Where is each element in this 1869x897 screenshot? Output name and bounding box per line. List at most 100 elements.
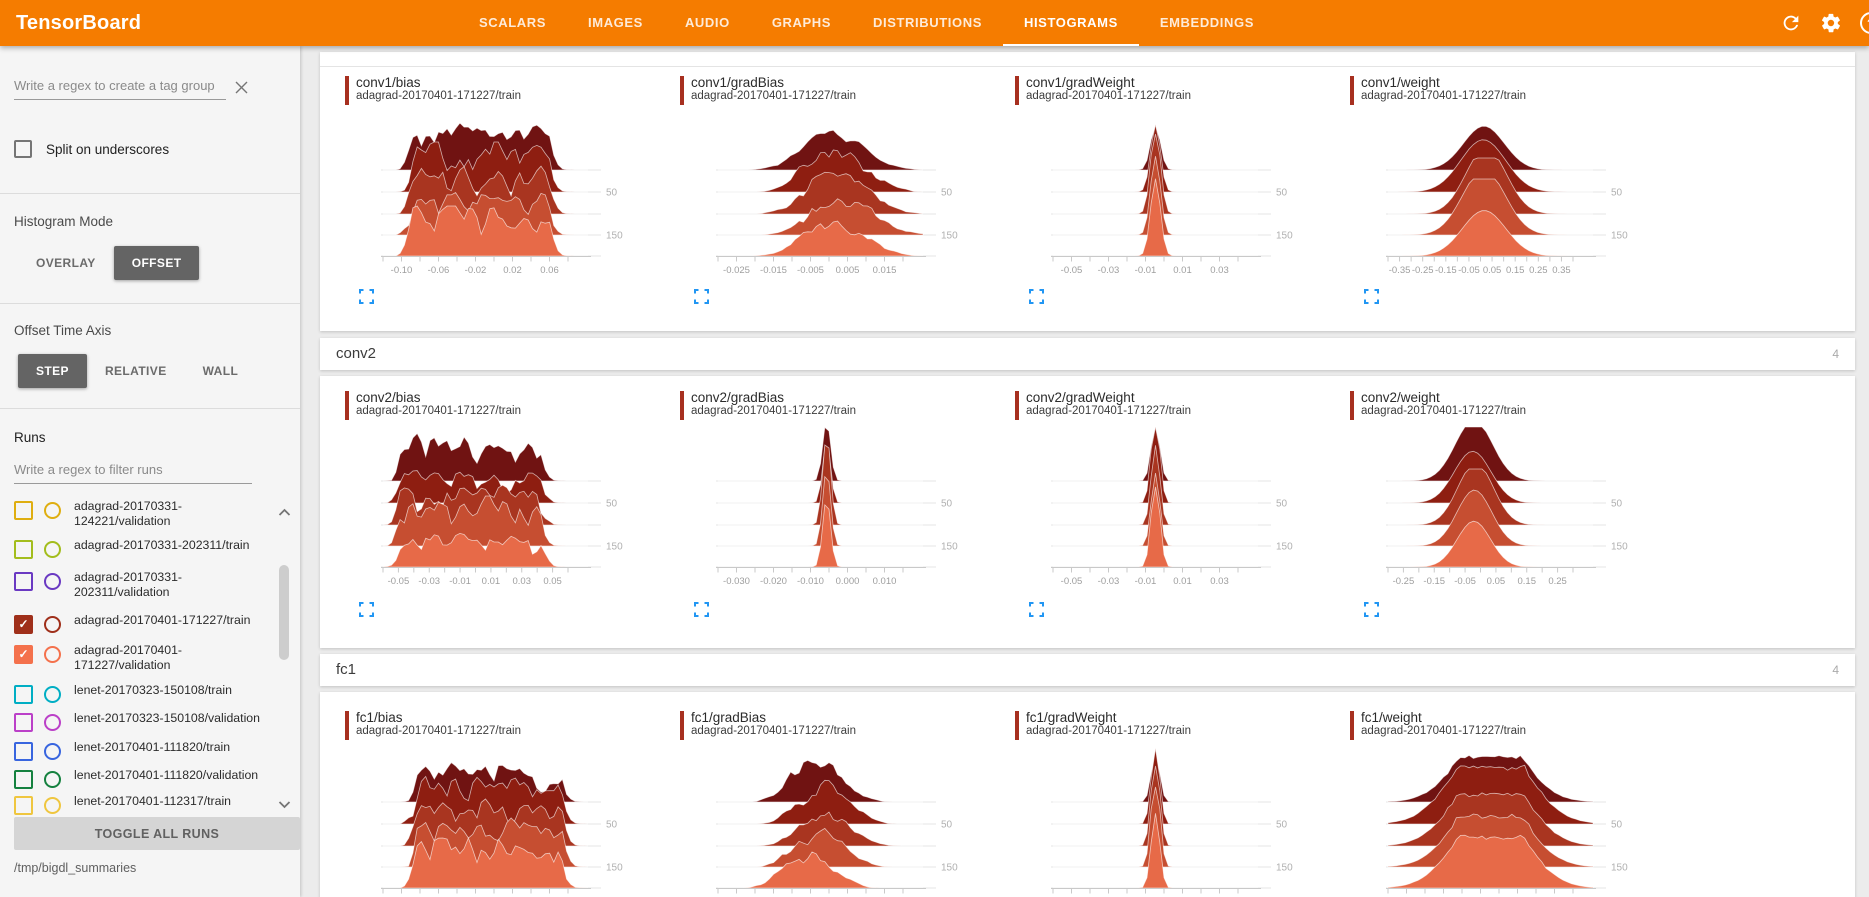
histogram-chart: 50 150 -0.025 -0.015 -0.005 0.005 0.015 <box>716 129 958 276</box>
expand-card-icon[interactable] <box>1029 602 1044 617</box>
expand-card-icon[interactable] <box>1364 602 1379 617</box>
card-tag-title: fc1/bias <box>356 710 403 725</box>
svg-text:150: 150 <box>606 231 623 242</box>
run-radio-icon[interactable] <box>44 686 61 703</box>
run-row[interactable]: lenet-20170401-111820/validation <box>14 768 264 789</box>
tab-scalars[interactable]: SCALARS <box>479 14 547 30</box>
run-label: adagrad-20170331-202311/train <box>74 538 250 552</box>
svg-text:-0.03: -0.03 <box>1098 576 1120 587</box>
histogram-card: conv2/weight adagrad-20170401-171227/trai… <box>1350 390 1672 648</box>
card-run-name: adagrad-20170401-171227/train <box>356 725 521 737</box>
run-radio-icon[interactable] <box>44 797 61 814</box>
svg-text:50: 50 <box>941 188 953 199</box>
svg-text:-0.05: -0.05 <box>388 576 410 587</box>
scrollbar-thumb[interactable] <box>279 565 289 660</box>
svg-text:0.15: 0.15 <box>1506 265 1525 276</box>
run-row[interactable]: lenet-20170401-111820/train <box>14 740 264 761</box>
run-checkbox-icon[interactable] <box>14 501 33 520</box>
expand-card-icon[interactable] <box>694 289 709 304</box>
offset-time-axis-step-button[interactable]: STEP <box>18 354 87 388</box>
expand-card-icon[interactable] <box>1364 289 1379 304</box>
svg-text:-0.06: -0.06 <box>428 265 450 276</box>
run-radio-icon[interactable] <box>44 743 61 760</box>
tab-distributions[interactable]: DISTRIBUTIONS <box>873 14 982 30</box>
run-label: lenet-20170401-111820/train <box>74 740 231 754</box>
histogram-chart: 50 150 <box>1386 754 1628 894</box>
run-row[interactable]: ✓ adagrad-20170401-171227/train <box>14 613 264 634</box>
tab-histograms[interactable]: HISTOGRAMS <box>1002 0 1139 46</box>
offset-time-axis-wall-button[interactable]: WALL <box>202 364 239 378</box>
card-run-name: adagrad-20170401-171227/train <box>1361 405 1526 417</box>
run-radio-icon[interactable] <box>44 714 61 731</box>
run-radio-icon[interactable] <box>44 646 61 663</box>
tag-filter-input[interactable] <box>14 74 226 100</box>
svg-text:0.25: 0.25 <box>1529 265 1548 276</box>
run-checkbox-icon[interactable]: ✓ <box>14 615 33 634</box>
card-run-name: adagrad-20170401-171227/train <box>1026 725 1191 737</box>
tab-embeddings[interactable]: EMBEDDINGS <box>1159 14 1254 30</box>
help-glyph: ? <box>1860 12 1869 34</box>
histogram-mode-options: OVERLAY OFFSET <box>18 246 200 280</box>
tab-images[interactable]: IMAGES <box>588 14 643 30</box>
app-title: TensorBoard <box>16 12 142 34</box>
clear-tag-filter-icon[interactable] <box>234 80 249 100</box>
run-radio-icon[interactable] <box>44 771 61 788</box>
tag-group-header-fc1[interactable]: fc1 4 <box>320 654 1855 686</box>
toggle-all-runs-button[interactable]: TOGGLE ALL RUNS <box>14 817 300 850</box>
histogram-mode-offset-button[interactable]: OFFSET <box>113 246 200 280</box>
svg-text:0.05: 0.05 <box>1483 265 1502 276</box>
run-color-bar <box>345 711 349 740</box>
run-checkbox-icon[interactable]: ✓ <box>14 645 33 664</box>
run-label: adagrad-20170401-171227/validation <box>74 643 183 672</box>
expand-card-icon[interactable] <box>359 289 374 304</box>
run-radio-icon[interactable] <box>44 573 61 590</box>
run-radio-icon[interactable] <box>44 616 61 633</box>
run-row[interactable]: adagrad-20170331-124221/validation <box>14 499 264 529</box>
svg-text:150: 150 <box>1611 863 1628 874</box>
run-row[interactable]: adagrad-20170331-202311/train <box>14 538 264 559</box>
scroll-up-icon[interactable] <box>278 504 291 522</box>
run-checkbox-icon[interactable] <box>14 770 33 789</box>
histogram-mode-overlay-button[interactable]: OVERLAY <box>36 256 96 270</box>
expand-card-icon[interactable] <box>359 602 374 617</box>
run-color-bar <box>345 76 349 105</box>
histogram-chart: 50 150 <box>381 761 623 894</box>
tag-group-header-conv2[interactable]: conv2 4 <box>320 338 1855 370</box>
run-checkbox-icon[interactable] <box>14 572 33 591</box>
tab-audio[interactable]: AUDIO <box>684 14 730 30</box>
run-row[interactable]: adagrad-20170331-202311/validation <box>14 570 264 600</box>
expand-card-icon[interactable] <box>1029 289 1044 304</box>
run-checkbox-icon[interactable] <box>14 685 33 704</box>
run-row[interactable]: lenet-20170323-150108/train <box>14 683 264 704</box>
help-icon[interactable]: ? <box>1859 11 1869 35</box>
svg-text:-0.01: -0.01 <box>1135 265 1157 276</box>
runs-filter-input[interactable] <box>14 458 252 484</box>
run-checkbox-icon[interactable] <box>14 742 33 761</box>
histogram-card: fc1/bias adagrad-20170401-171227/train 50 1… <box>345 710 667 897</box>
run-row[interactable]: lenet-20170401-112317/train <box>14 794 264 815</box>
histogram-chart: 50 150 -0.030 -0.020 -0.010 0.000 0.010 <box>716 426 958 587</box>
run-checkbox-icon[interactable] <box>14 540 33 559</box>
svg-text:0.06: 0.06 <box>540 265 559 276</box>
svg-text:-0.05: -0.05 <box>1061 265 1083 276</box>
run-row[interactable]: ✓ adagrad-20170401-171227/validation <box>14 643 264 673</box>
histogram-chart: 50 150 -0.05 -0.03 -0.01 0.01 0.03 0.05 <box>381 432 623 587</box>
expand-card-icon[interactable] <box>694 602 709 617</box>
run-radio-icon[interactable] <box>44 541 61 558</box>
refresh-icon[interactable] <box>1779 11 1803 35</box>
svg-text:150: 150 <box>1276 231 1293 242</box>
svg-text:0.05: 0.05 <box>1487 576 1506 587</box>
run-radio-icon[interactable] <box>44 502 61 519</box>
tab-graphs[interactable]: GRAPHS <box>771 14 832 30</box>
histogram-mode-label: Histogram Mode <box>14 214 114 229</box>
svg-text:-0.01: -0.01 <box>449 576 471 587</box>
gear-icon[interactable] <box>1819 11 1843 35</box>
run-row[interactable]: lenet-20170323-150108/validation <box>14 711 264 732</box>
card-run-name: adagrad-20170401-171227/train <box>1361 90 1526 102</box>
split-on-underscores-checkbox[interactable]: Split on underscores <box>14 140 169 158</box>
offset-time-axis-relative-button[interactable]: RELATIVE <box>104 364 167 378</box>
scroll-down-icon[interactable] <box>278 796 291 814</box>
run-checkbox-icon[interactable] <box>14 796 33 815</box>
histogram-chart: 50 150 -0.05 -0.03 -0.01 0.01 0.03 <box>1051 124 1293 276</box>
run-checkbox-icon[interactable] <box>14 713 33 732</box>
